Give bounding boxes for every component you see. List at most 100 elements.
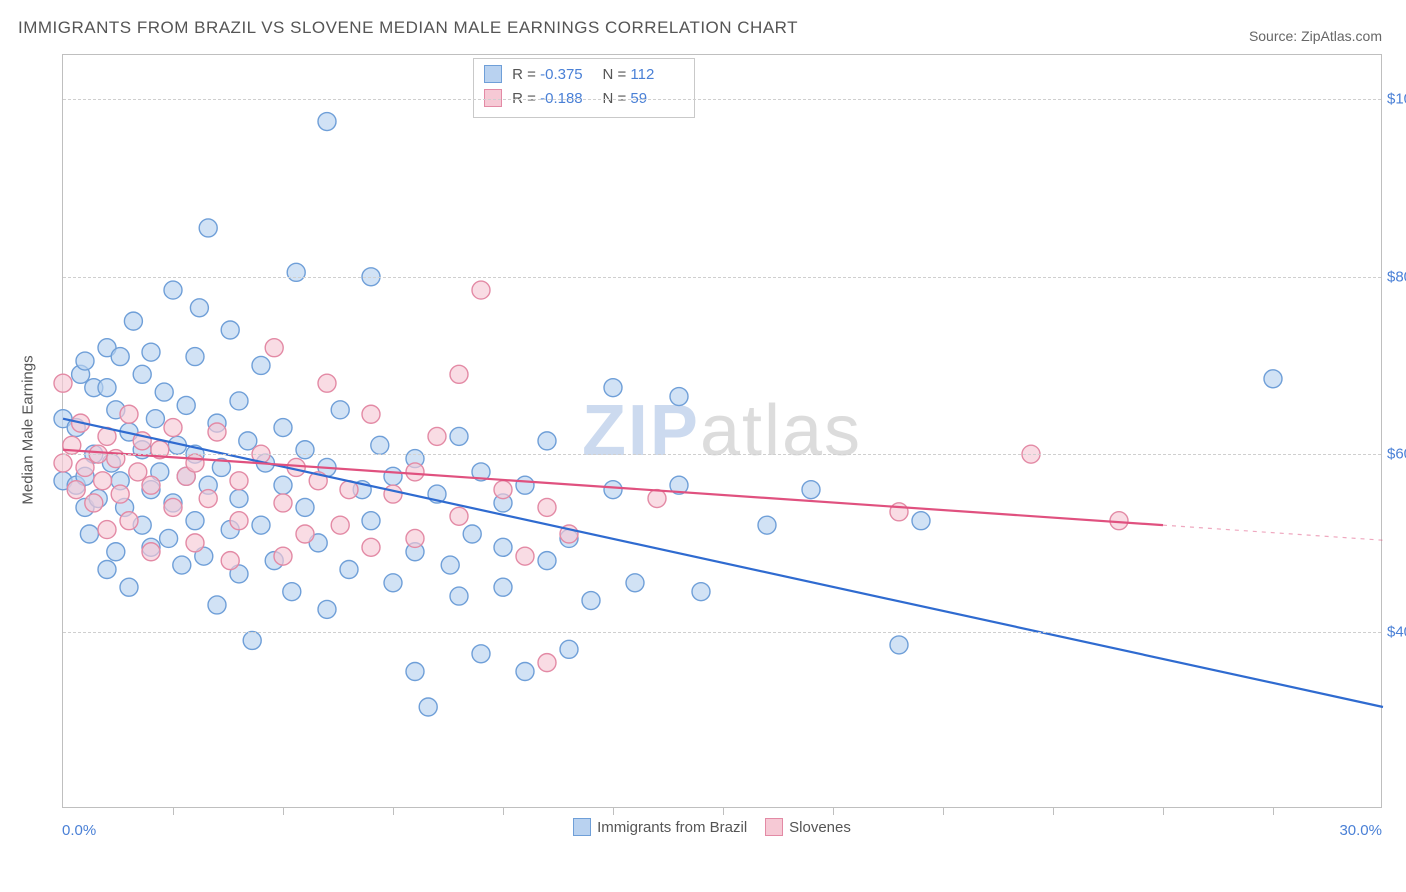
data-point [406, 529, 424, 547]
data-point [111, 348, 129, 366]
data-point [331, 401, 349, 419]
y-axis-title: Median Male Earnings [20, 355, 37, 504]
data-point [384, 574, 402, 592]
data-point [296, 525, 314, 543]
legend-row: R = -0.375 N = 112 [484, 63, 684, 87]
data-point [274, 494, 292, 512]
data-point [243, 631, 261, 649]
data-point [164, 419, 182, 437]
data-point [450, 507, 468, 525]
legend-swatch [573, 818, 591, 836]
data-point [142, 343, 160, 361]
data-point [230, 490, 248, 508]
data-point [406, 463, 424, 481]
trend-line-dashed [1163, 525, 1383, 540]
data-point [494, 538, 512, 556]
data-point [318, 113, 336, 131]
data-point [155, 383, 173, 401]
plot-area: ZIPatlas R = -0.375 N = 112 R = -0.188 N… [62, 54, 1382, 808]
data-point [76, 458, 94, 476]
data-point [98, 379, 116, 397]
legend-series-label: Immigrants from Brazil [597, 819, 747, 836]
data-point [384, 485, 402, 503]
data-point [124, 312, 142, 330]
data-point [340, 560, 358, 578]
legend-swatch [484, 89, 502, 107]
data-point [177, 396, 195, 414]
data-point [186, 348, 204, 366]
data-point [133, 365, 151, 383]
data-point [419, 698, 437, 716]
data-point [230, 472, 248, 490]
data-point [274, 476, 292, 494]
data-point [186, 534, 204, 552]
data-point [80, 525, 98, 543]
data-point [604, 481, 622, 499]
data-point [384, 467, 402, 485]
data-point [296, 498, 314, 516]
gridline [63, 632, 1381, 633]
x-tick [393, 807, 394, 815]
data-point [406, 663, 424, 681]
data-point [538, 498, 556, 516]
source-attribution: Source: ZipAtlas.com [1249, 28, 1382, 44]
data-point [626, 574, 644, 592]
data-point [199, 490, 217, 508]
data-point [371, 436, 389, 454]
data-point [54, 374, 72, 392]
data-point [516, 476, 534, 494]
data-point [538, 432, 556, 450]
data-point [890, 636, 908, 654]
y-tick-label: $40,000 [1387, 623, 1406, 640]
data-point [160, 529, 178, 547]
data-point [494, 481, 512, 499]
data-point [94, 472, 112, 490]
data-point [274, 547, 292, 565]
data-point [912, 512, 930, 530]
x-tick [503, 807, 504, 815]
data-point [331, 516, 349, 534]
x-tick [173, 807, 174, 815]
legend-swatch [484, 65, 502, 83]
data-point [604, 379, 622, 397]
y-tick-label: $80,000 [1387, 268, 1406, 285]
legend-swatch [765, 818, 783, 836]
data-point [560, 640, 578, 658]
correlation-legend: R = -0.375 N = 112 R = -0.188 N = 59 [473, 58, 695, 118]
data-point [164, 498, 182, 516]
data-point [670, 388, 688, 406]
source-label: Source: [1249, 28, 1301, 44]
data-point [208, 423, 226, 441]
data-point [428, 427, 446, 445]
legend-R-label: R = [512, 66, 540, 83]
data-point [230, 512, 248, 530]
data-point [283, 583, 301, 601]
data-point [450, 427, 468, 445]
data-point [221, 321, 239, 339]
data-point [252, 356, 270, 374]
data-point [120, 405, 138, 423]
data-point [76, 352, 94, 370]
data-point [648, 490, 666, 508]
data-point [120, 578, 138, 596]
data-point [287, 263, 305, 281]
data-point [164, 281, 182, 299]
data-point [494, 578, 512, 596]
x-tick [613, 807, 614, 815]
data-point [199, 219, 217, 237]
data-point [186, 454, 204, 472]
data-point [173, 556, 191, 574]
data-point [67, 481, 85, 499]
data-point [221, 552, 239, 570]
data-point [120, 512, 138, 530]
data-point [441, 556, 459, 574]
x-tick [723, 807, 724, 815]
data-point [802, 481, 820, 499]
data-point [190, 299, 208, 317]
data-point [538, 552, 556, 570]
data-point [54, 454, 72, 472]
legend-N-label: N = [602, 66, 630, 83]
y-tick-label: $60,000 [1387, 446, 1406, 463]
trend-line [63, 419, 1383, 707]
data-point [472, 645, 490, 663]
